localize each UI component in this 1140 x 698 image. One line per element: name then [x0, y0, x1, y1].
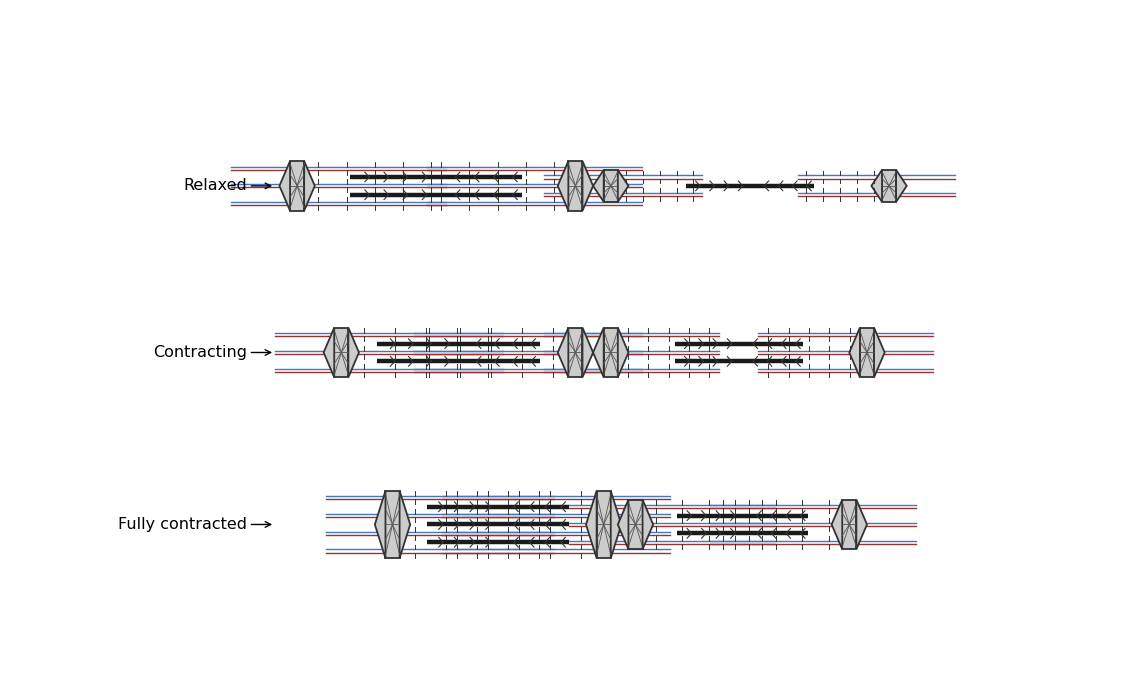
Polygon shape	[593, 170, 604, 202]
Bar	[290, 161, 304, 211]
Polygon shape	[618, 327, 628, 378]
Polygon shape	[618, 500, 628, 549]
Polygon shape	[349, 327, 359, 378]
Polygon shape	[871, 170, 882, 202]
Polygon shape	[832, 500, 842, 549]
Polygon shape	[586, 491, 596, 558]
Bar	[860, 327, 874, 378]
Polygon shape	[375, 491, 385, 558]
Bar	[604, 327, 618, 378]
Polygon shape	[304, 161, 315, 211]
Polygon shape	[583, 327, 593, 378]
Polygon shape	[618, 170, 628, 202]
Polygon shape	[583, 161, 593, 211]
Bar	[569, 161, 583, 211]
Bar	[882, 170, 896, 202]
Polygon shape	[611, 491, 621, 558]
Polygon shape	[643, 500, 653, 549]
Bar	[604, 170, 618, 202]
Bar	[628, 500, 643, 549]
Polygon shape	[324, 327, 334, 378]
Polygon shape	[400, 491, 410, 558]
Polygon shape	[849, 327, 860, 378]
Polygon shape	[874, 327, 885, 378]
Polygon shape	[593, 327, 604, 378]
Polygon shape	[896, 170, 906, 202]
Text: Relaxed: Relaxed	[184, 179, 246, 193]
Bar	[569, 327, 583, 378]
Bar	[596, 491, 611, 558]
Polygon shape	[856, 500, 868, 549]
Text: Contracting: Contracting	[153, 345, 246, 360]
Bar	[385, 491, 400, 558]
Polygon shape	[279, 161, 290, 211]
Polygon shape	[557, 161, 569, 211]
Bar	[842, 500, 856, 549]
Text: Fully contracted: Fully contracted	[117, 517, 246, 532]
Bar	[334, 327, 349, 378]
Polygon shape	[557, 327, 569, 378]
